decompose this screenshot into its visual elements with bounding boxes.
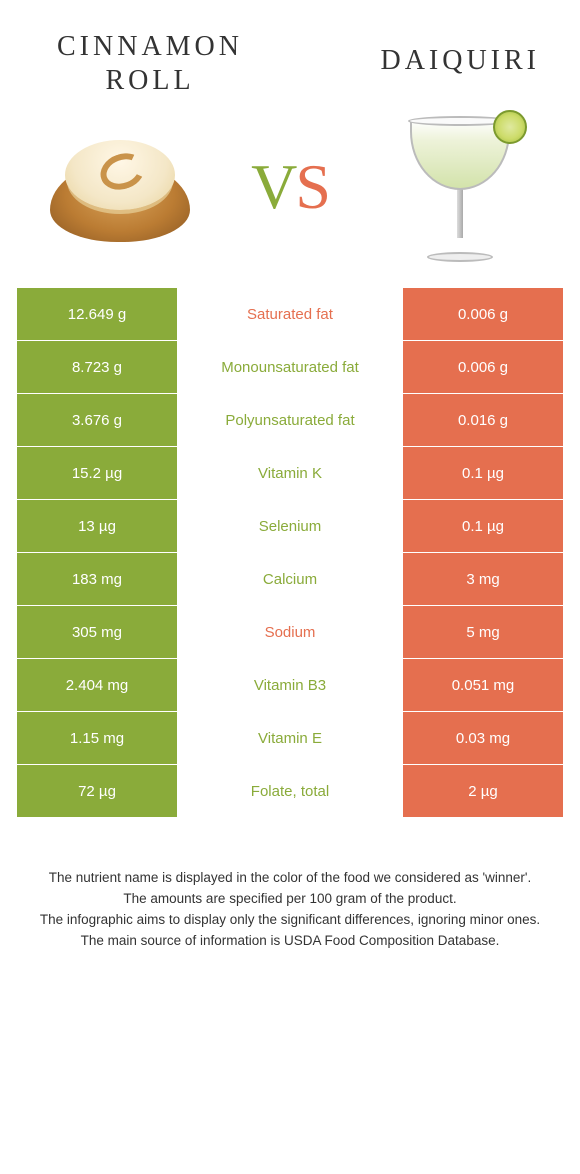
left-value: 15.2 µg — [17, 447, 177, 499]
table-row: 2.404 mgVitamin B30.051 mg — [17, 659, 563, 711]
footnote-line: The infographic aims to display only the… — [30, 910, 550, 931]
left-value: 8.723 g — [17, 341, 177, 393]
nutrient-label: Polyunsaturated fat — [178, 394, 402, 446]
left-title: CINNAMON ROLL — [40, 30, 260, 97]
nutrient-label: Vitamin E — [178, 712, 402, 764]
right-value: 3 mg — [403, 553, 563, 605]
nutrient-label: Calcium — [178, 553, 402, 605]
table-row: 12.649 gSaturated fat0.006 g — [17, 288, 563, 340]
daiquiri-icon — [370, 117, 550, 257]
left-value: 2.404 mg — [17, 659, 177, 711]
nutrient-label: Vitamin B3 — [178, 659, 402, 711]
nutrient-label: Sodium — [178, 606, 402, 658]
nutrient-label: Saturated fat — [178, 288, 402, 340]
right-value: 0.016 g — [403, 394, 563, 446]
table-row: 305 mgSodium5 mg — [17, 606, 563, 658]
left-value: 12.649 g — [17, 288, 177, 340]
header: CINNAMON ROLL DAIQUIRI — [0, 0, 580, 97]
left-value: 183 mg — [17, 553, 177, 605]
table-row: 3.676 gPolyunsaturated fat0.016 g — [17, 394, 563, 446]
right-value: 0.051 mg — [403, 659, 563, 711]
right-title: DAIQUIRI — [320, 30, 540, 78]
table-row: 8.723 gMonounsaturated fat0.006 g — [17, 341, 563, 393]
vs-v: V — [251, 150, 295, 224]
right-value: 5 mg — [403, 606, 563, 658]
right-value: 0.006 g — [403, 288, 563, 340]
cinnamon-roll-icon — [30, 117, 210, 257]
left-value: 3.676 g — [17, 394, 177, 446]
nutrient-label: Vitamin K — [178, 447, 402, 499]
left-value: 305 mg — [17, 606, 177, 658]
right-value: 0.03 mg — [403, 712, 563, 764]
table-row: 13 µgSelenium0.1 µg — [17, 500, 563, 552]
vs-label: VS — [251, 150, 329, 224]
table-row: 15.2 µgVitamin K0.1 µg — [17, 447, 563, 499]
nutrient-label: Folate, total — [178, 765, 402, 817]
vs-s: S — [295, 150, 329, 224]
right-value: 0.1 µg — [403, 447, 563, 499]
table-row: 183 mgCalcium3 mg — [17, 553, 563, 605]
left-value: 72 µg — [17, 765, 177, 817]
image-row: VS — [0, 97, 580, 277]
footnote-line: The main source of information is USDA F… — [30, 931, 550, 952]
nutrient-label: Monounsaturated fat — [178, 341, 402, 393]
footnotes: The nutrient name is displayed in the co… — [30, 868, 550, 952]
right-value: 2 µg — [403, 765, 563, 817]
table-row: 1.15 mgVitamin E0.03 mg — [17, 712, 563, 764]
left-value: 1.15 mg — [17, 712, 177, 764]
left-title-line2: ROLL — [105, 65, 194, 96]
nutrient-tbody: 12.649 gSaturated fat0.006 g8.723 gMonou… — [17, 288, 563, 817]
right-value: 0.1 µg — [403, 500, 563, 552]
nutrient-label: Selenium — [178, 500, 402, 552]
right-value: 0.006 g — [403, 341, 563, 393]
left-title-line1: CINNAMON — [57, 31, 243, 62]
footnote-line: The amounts are specified per 100 gram o… — [30, 889, 550, 910]
footnote-line: The nutrient name is displayed in the co… — [30, 868, 550, 889]
nutrient-table: 12.649 gSaturated fat0.006 g8.723 gMonou… — [16, 287, 564, 818]
table-row: 72 µgFolate, total2 µg — [17, 765, 563, 817]
left-value: 13 µg — [17, 500, 177, 552]
